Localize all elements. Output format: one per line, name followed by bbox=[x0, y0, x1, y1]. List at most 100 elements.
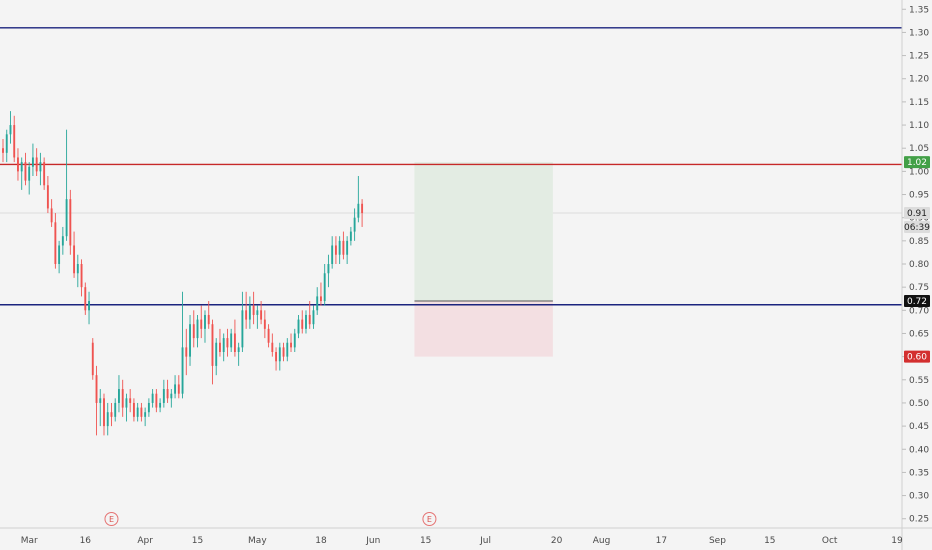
candle bbox=[20, 157, 23, 190]
candle bbox=[114, 398, 117, 422]
earnings-marker[interactable]: E bbox=[104, 512, 119, 526]
candle bbox=[125, 393, 128, 422]
candle bbox=[226, 328, 229, 357]
candle-body bbox=[106, 412, 109, 427]
candle bbox=[196, 314, 199, 348]
candle-body bbox=[323, 273, 326, 302]
candle-body bbox=[103, 398, 105, 427]
x-tick-label: Apr bbox=[137, 536, 153, 546]
candle-body bbox=[99, 398, 102, 403]
earnings-marker[interactable]: E bbox=[422, 512, 437, 526]
candle-body bbox=[263, 319, 266, 329]
candle-body bbox=[91, 342, 94, 376]
y-tick-label: 0.95 bbox=[909, 191, 929, 201]
y-tick-label: 0.45 bbox=[909, 422, 929, 432]
y-tick-label: 0.35 bbox=[909, 468, 929, 478]
candle bbox=[357, 176, 360, 223]
profit-zone[interactable] bbox=[414, 162, 553, 302]
candle bbox=[61, 226, 64, 255]
candle bbox=[9, 111, 12, 144]
candle-body bbox=[31, 157, 34, 167]
price-badge-bg bbox=[904, 350, 930, 363]
candle bbox=[278, 342, 281, 371]
candle-body bbox=[9, 125, 12, 135]
x-tick-label: 19 bbox=[891, 536, 903, 546]
candle bbox=[181, 291, 184, 399]
candle-body bbox=[334, 245, 337, 255]
candle-body bbox=[331, 245, 334, 264]
candle-body bbox=[35, 157, 38, 172]
candle-body bbox=[185, 347, 188, 357]
price-badge: 0.91 bbox=[904, 207, 930, 220]
candle bbox=[162, 379, 165, 408]
candle-body bbox=[230, 333, 233, 348]
candle bbox=[200, 305, 203, 339]
candle bbox=[319, 282, 322, 306]
candle-body bbox=[219, 342, 221, 352]
time-axis[interactable]: Mar 16 Apr 15 May 18 Jun 15 Jul 20 Aug 17 Sep 15 Oct 19 bbox=[21, 536, 903, 546]
candle bbox=[76, 254, 79, 288]
x-tick-label: Oct bbox=[822, 536, 838, 546]
candle bbox=[80, 259, 83, 297]
candle bbox=[13, 115, 16, 163]
candle bbox=[159, 398, 162, 413]
candle bbox=[69, 189, 72, 255]
candle-body bbox=[17, 157, 19, 172]
candle bbox=[267, 324, 270, 348]
y-tick-label: 1.15 bbox=[909, 98, 929, 108]
candle bbox=[256, 305, 259, 329]
candle bbox=[260, 301, 263, 325]
earnings-label: E bbox=[427, 515, 432, 524]
x-tick-label: 20 bbox=[551, 536, 563, 546]
candle bbox=[207, 301, 210, 329]
candle-body bbox=[312, 310, 315, 325]
candle-body bbox=[84, 287, 87, 311]
stop-loss-zone[interactable] bbox=[414, 301, 553, 357]
candle bbox=[43, 157, 46, 190]
candle-body bbox=[50, 208, 53, 223]
earnings-icon[interactable] bbox=[422, 512, 437, 526]
candle-body bbox=[233, 333, 236, 352]
candle bbox=[293, 328, 296, 352]
y-tick-label: 1.05 bbox=[909, 144, 929, 154]
candle bbox=[110, 402, 113, 427]
price-badge-bg bbox=[904, 220, 930, 233]
horizontal-levels[interactable] bbox=[0, 27, 902, 306]
x-tick-label: 15 bbox=[420, 536, 431, 546]
x-tick-label: Sep bbox=[709, 536, 726, 546]
candle bbox=[24, 152, 27, 186]
candle-body bbox=[297, 319, 300, 334]
candle-body bbox=[46, 185, 49, 209]
x-tick-label: Jul bbox=[479, 536, 491, 546]
candle bbox=[353, 208, 356, 241]
candle-body bbox=[136, 407, 139, 417]
x-tick-label: 15 bbox=[764, 536, 775, 546]
x-tick-label: 15 bbox=[192, 536, 203, 546]
price-badge-bg bbox=[904, 156, 930, 169]
candle-body bbox=[39, 162, 42, 172]
price-labels: 1.02 0.91 06:39 0.72 0.60 bbox=[904, 156, 930, 363]
candle bbox=[144, 407, 147, 427]
candle bbox=[2, 138, 4, 163]
candle-body bbox=[159, 402, 162, 408]
candle bbox=[297, 314, 300, 339]
candle-body bbox=[286, 342, 289, 357]
candle-body bbox=[226, 338, 229, 348]
y-tick-label: 0.25 bbox=[909, 515, 929, 525]
y-tick-label: 0.70 bbox=[909, 306, 929, 316]
y-tick-label: 1.10 bbox=[909, 121, 929, 131]
price-badge: 1.02 bbox=[904, 156, 930, 169]
earnings-icon[interactable] bbox=[104, 512, 119, 526]
candle-body bbox=[147, 402, 150, 413]
candle bbox=[334, 236, 337, 264]
candle-body bbox=[267, 328, 270, 343]
long-position-tool[interactable] bbox=[414, 162, 553, 357]
candle-body bbox=[357, 203, 360, 218]
candle bbox=[211, 319, 214, 385]
candle bbox=[106, 402, 109, 436]
candle-body bbox=[308, 314, 311, 325]
candle-body bbox=[13, 125, 16, 158]
candle-body bbox=[132, 402, 135, 417]
candle bbox=[185, 328, 188, 376]
